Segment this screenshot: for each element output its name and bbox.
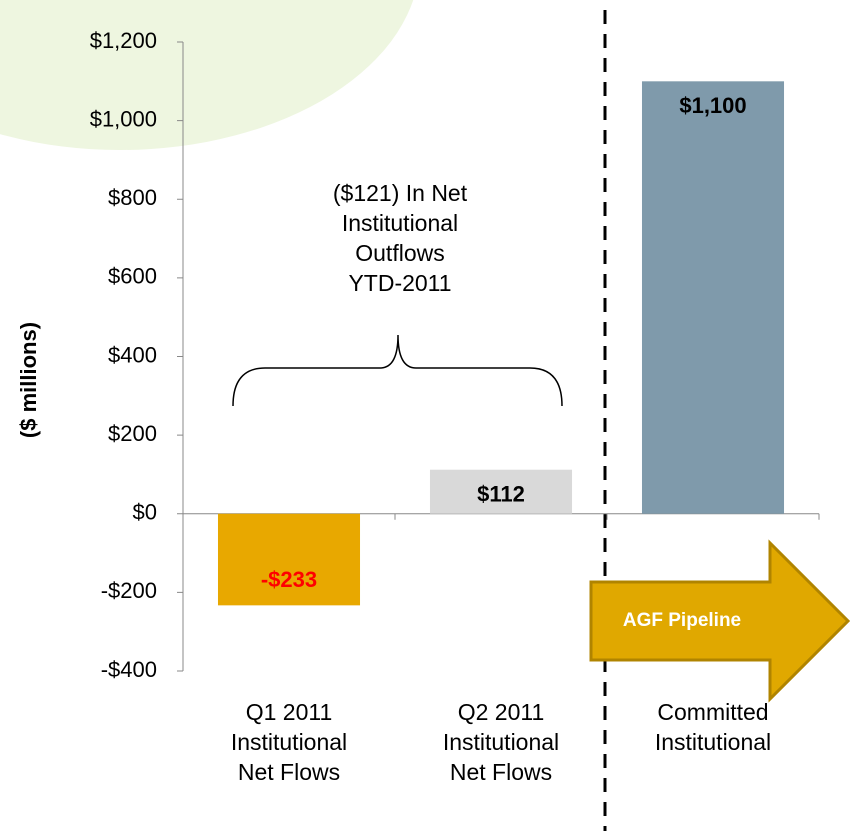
y-tick-label: -$200	[101, 578, 157, 603]
y-tick-label: $1,200	[90, 28, 157, 53]
y-tick-label: $600	[108, 264, 157, 289]
y-tick-label: -$400	[101, 657, 157, 682]
value-label: $1,100	[679, 93, 746, 118]
y-tick-label: $1,000	[90, 106, 157, 131]
x-tick-label: Q1 2011 Institutional Net Flows	[230, 699, 348, 785]
bar	[217, 513, 361, 606]
arrow-label: AGF Pipeline	[623, 610, 741, 631]
bar	[641, 81, 785, 514]
y-tick-label: $800	[108, 185, 157, 210]
pipeline-arrow	[589, 539, 850, 703]
x-tick-label: Q2 2011 Institutional Net Flows	[442, 699, 560, 785]
bar	[429, 469, 573, 514]
background-swoosh	[0, 0, 414, 150]
x-tick-label: Committed Institutional	[654, 699, 772, 755]
annotation: ($121) In Net Institutional Outflows YTD…	[332, 180, 468, 296]
y-tick-label: $200	[108, 421, 157, 446]
y-tick-label: $0	[133, 500, 157, 525]
value-label: -$233	[261, 567, 317, 592]
y-axis-label: ($ millions)	[16, 322, 41, 438]
value-label: $112	[477, 482, 525, 507]
brace	[232, 334, 563, 407]
y-tick-label: $400	[108, 342, 157, 367]
